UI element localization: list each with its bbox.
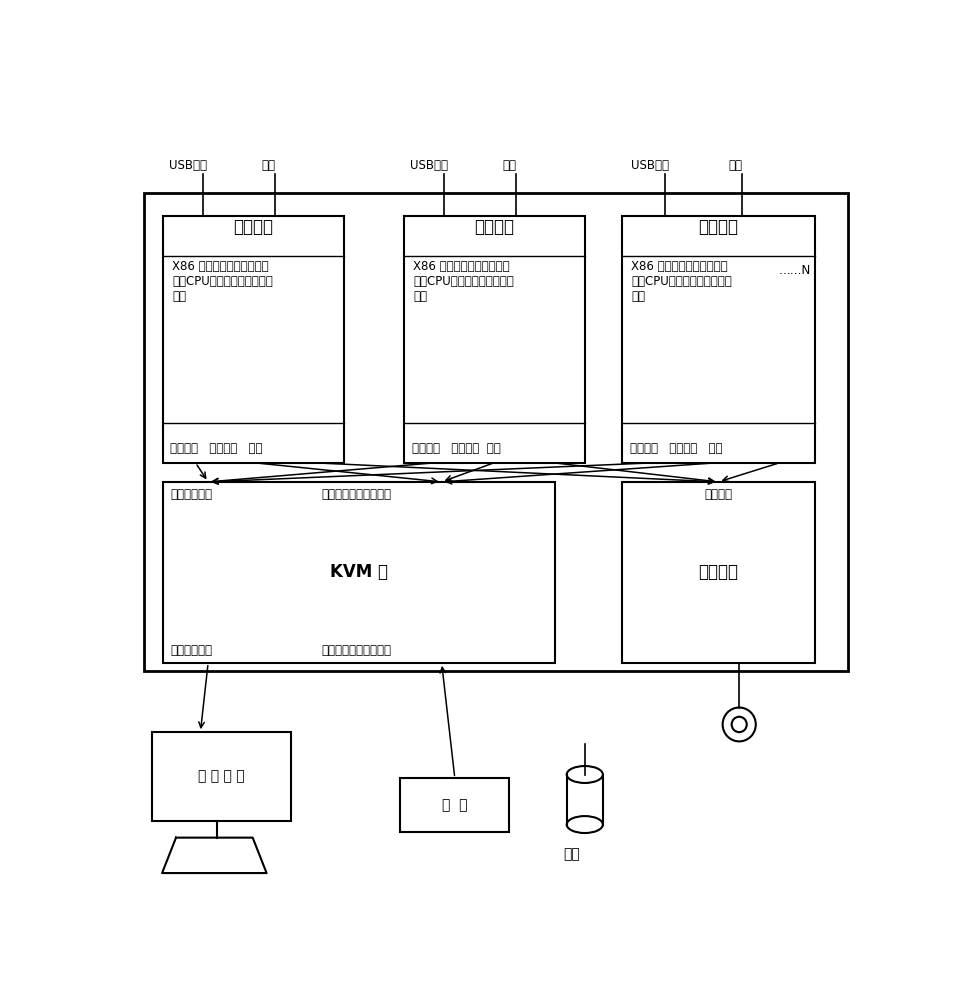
Text: 网口: 网口 [261, 159, 275, 172]
Text: 网口: 网口 [503, 159, 516, 172]
Bar [400, 778, 509, 832]
Text: USB接口: USB接口 [410, 159, 448, 172]
Text: 电源输出: 电源输出 [705, 488, 733, 501]
Text: 视频输出   键鼠输入  电源: 视频输出 键鼠输入 电源 [411, 442, 501, 455]
Text: 键  盘: 键 盘 [442, 798, 468, 812]
Text: 视频输出   键鼠输入   电源: 视频输出 键鼠输入 电源 [170, 442, 263, 455]
Text: 显 示 装 置: 显 示 装 置 [198, 769, 245, 783]
Text: 电源主板: 电源主板 [699, 563, 739, 581]
Text: 第二主板: 第二主板 [474, 218, 514, 236]
Text: X86 低功耗主板（带固态硬
盘、CPU、内存、显卡、网卡
等）: X86 低功耗主板（带固态硬 盘、CPU、内存、显卡、网卡 等） [172, 260, 273, 303]
Ellipse shape [567, 816, 603, 833]
Text: 网口: 网口 [728, 159, 742, 172]
Bar [622, 482, 815, 663]
Bar [144, 193, 849, 671]
Bar [404, 216, 585, 463]
Bar [163, 216, 344, 463]
Text: ……N: ……N [779, 264, 811, 277]
Bar [163, 482, 555, 663]
Text: 输入装置信号输出端口: 输入装置信号输出端口 [321, 488, 391, 501]
Text: 输入装置信号输入端口: 输入装置信号输入端口 [321, 644, 391, 657]
Text: 显示输出端口: 显示输出端口 [170, 644, 213, 657]
Text: 第三主板: 第三主板 [699, 218, 739, 236]
Ellipse shape [567, 766, 603, 783]
Text: 第一主板: 第一主板 [233, 218, 273, 236]
Text: USB接口: USB接口 [169, 159, 207, 172]
Text: 视频输出   键鼠输入   电源: 视频输出 键鼠输入 电源 [630, 442, 722, 455]
Text: X86 低功耗主板（带固态硬
盘、CPU、内存、显卡、网卡
等）: X86 低功耗主板（带固态硬 盘、CPU、内存、显卡、网卡 等） [632, 260, 732, 303]
Text: KVM 板: KVM 板 [330, 563, 388, 581]
Text: 显示输入端口: 显示输入端口 [170, 488, 213, 501]
Text: 鼠标: 鼠标 [563, 848, 579, 862]
Bar [152, 732, 291, 821]
Text: USB接口: USB接口 [631, 159, 669, 172]
Bar [622, 216, 815, 463]
Text: X86 低功耗主板（带固态硬
盘、CPU、内存、显卡、网卡
等）: X86 低功耗主板（带固态硬 盘、CPU、内存、显卡、网卡 等） [413, 260, 514, 303]
